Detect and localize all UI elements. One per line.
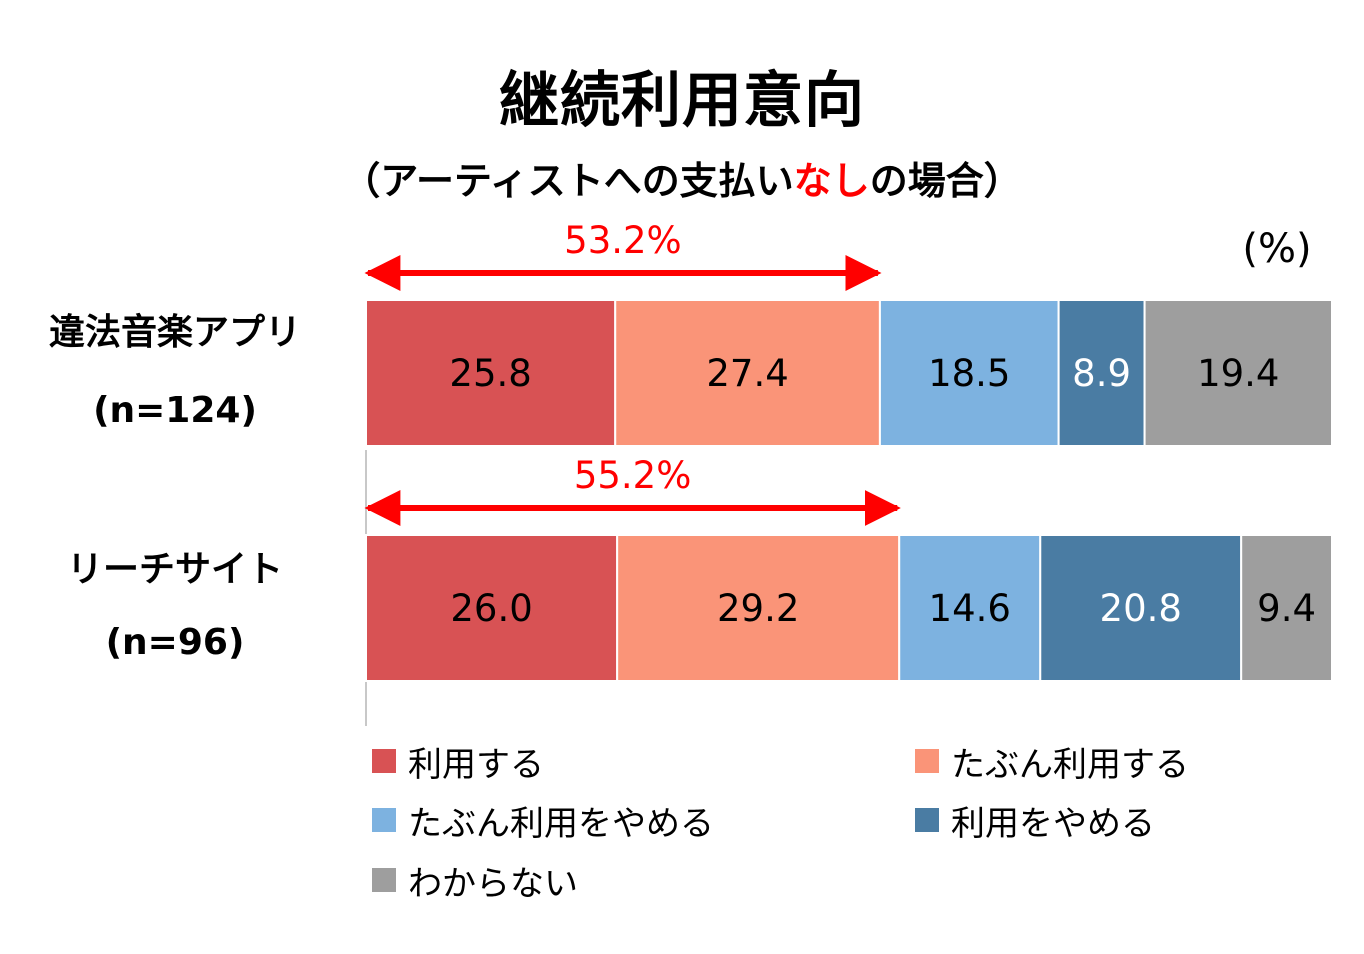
bar-segment <box>616 534 901 682</box>
chart-title: 継続利用意向 <box>499 66 865 136</box>
data-label: 20.8 <box>1100 587 1182 630</box>
chart-subtitle: （アーティストへの支払いなしの場合） <box>0 150 1364 205</box>
bar-segment <box>1143 299 1333 447</box>
legend-label: たぶん利用する <box>951 744 1189 785</box>
legend-swatch <box>372 808 396 832</box>
legend-item: 利用をやめる <box>915 800 1155 844</box>
subtitle-part-3: の場合） <box>869 159 1022 203</box>
bar-segment <box>365 299 617 447</box>
data-label: 29.2 <box>717 587 799 630</box>
legend-item: 利用する <box>372 741 544 785</box>
data-label: 14.6 <box>929 587 1011 630</box>
bar-segment <box>1240 534 1334 682</box>
category-label-reach-site: リーチサイト <box>66 549 283 590</box>
data-label: 8.9 <box>1072 352 1131 395</box>
category-label-illegal-app: 違法音楽アプリ <box>48 312 301 353</box>
data-label: 26.0 <box>450 587 532 630</box>
category-n-illegal-app: (n=124) <box>93 390 257 431</box>
bar-segment <box>1039 534 1243 682</box>
bracket-label: 53.2% <box>564 219 682 262</box>
legend-swatch <box>915 808 939 832</box>
data-label: 18.5 <box>928 352 1010 395</box>
bracket-label: 55.2% <box>574 454 692 497</box>
legend-label: 利用をやめる <box>951 803 1155 844</box>
data-label: 9.4 <box>1257 587 1316 630</box>
data-label: 19.4 <box>1197 352 1279 395</box>
data-label: 25.8 <box>449 352 531 395</box>
legend-item: わからない <box>372 860 578 904</box>
legend-swatch <box>372 868 396 892</box>
data-label: 27.4 <box>706 352 788 395</box>
category-n-reach-site: (n=96) <box>105 622 245 663</box>
legend-label: わからない <box>408 863 578 904</box>
subtitle-highlight: なし <box>793 159 870 203</box>
legend-swatch <box>372 749 396 773</box>
bar-segment <box>878 299 1060 447</box>
legend-label: たぶん利用をやめる <box>408 803 714 844</box>
unit-label: (%) <box>1242 226 1312 272</box>
legend-label: 利用する <box>408 744 544 785</box>
bar-segment <box>898 534 1042 682</box>
subtitle-part-1: （アーティストへの支払い <box>342 159 794 203</box>
legend-swatch <box>915 749 939 773</box>
bar-segment <box>1057 299 1146 447</box>
legend-item: たぶん利用する <box>915 741 1189 785</box>
legend-item: たぶん利用をやめる <box>372 800 714 844</box>
